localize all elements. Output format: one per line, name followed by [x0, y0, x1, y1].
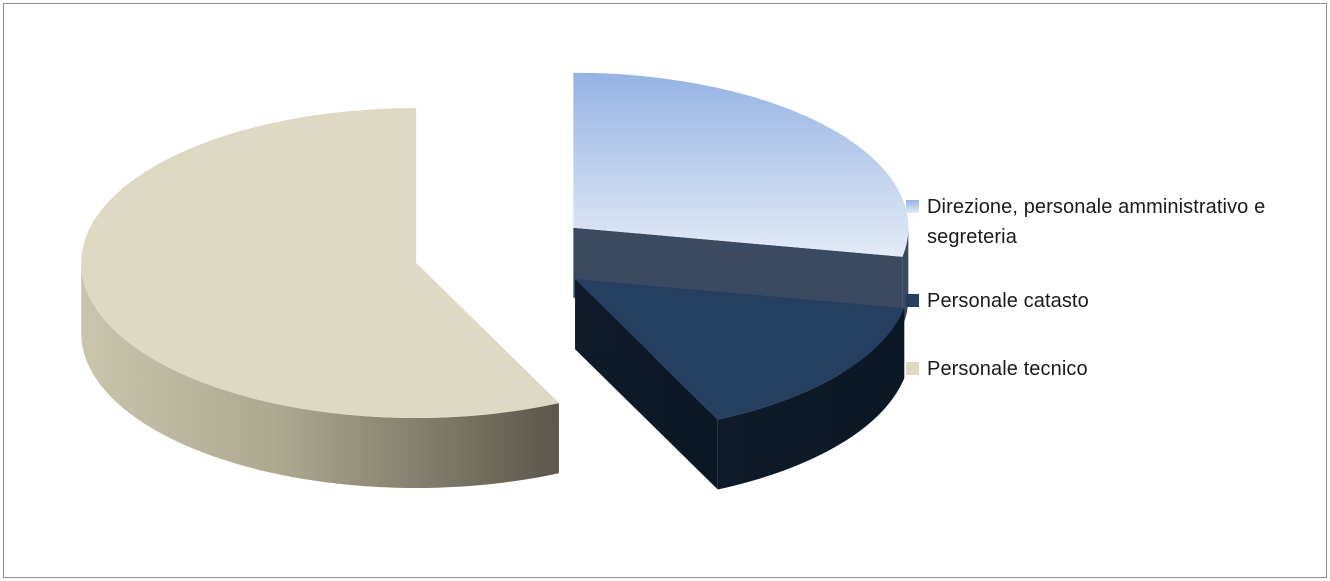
legend-label-catasto: Personale catasto [927, 290, 1089, 312]
legend: Direzione, personale amministrativo e se… [903, 192, 1323, 422]
pie-chart [81, 72, 909, 490]
legend-label-tecnico: Personale tecnico [927, 358, 1088, 380]
pie-slice-wall-personale-tecnico [81, 262, 559, 488]
legend-item-catasto: Personale catasto [903, 286, 1323, 316]
pie-slice-personale-catasto [575, 279, 905, 490]
legend-key-catasto [906, 294, 919, 307]
legend-item-direzione: Direzione, personale amministrativo e se… [903, 192, 1323, 252]
legend-key-tecnico [906, 362, 919, 375]
legend-label-direzione: Direzione, personale amministrativo e se… [927, 196, 1266, 248]
pie-slice-top-direzione-personale-amministrativo-e-segreteria [573, 72, 909, 257]
chart-area: Direzione, personale amministrativo e se… [3, 3, 1327, 578]
pie-slice-wall-personale-catasto [717, 308, 905, 490]
legend-item-tecnico: Personale tecnico [903, 354, 1323, 384]
pie-slice-top-personale-tecnico [81, 107, 559, 418]
legend-key-direzione [906, 200, 919, 213]
pie-slice-top-personale-catasto [575, 279, 905, 420]
pie-slice-personale-tecnico [81, 107, 559, 488]
